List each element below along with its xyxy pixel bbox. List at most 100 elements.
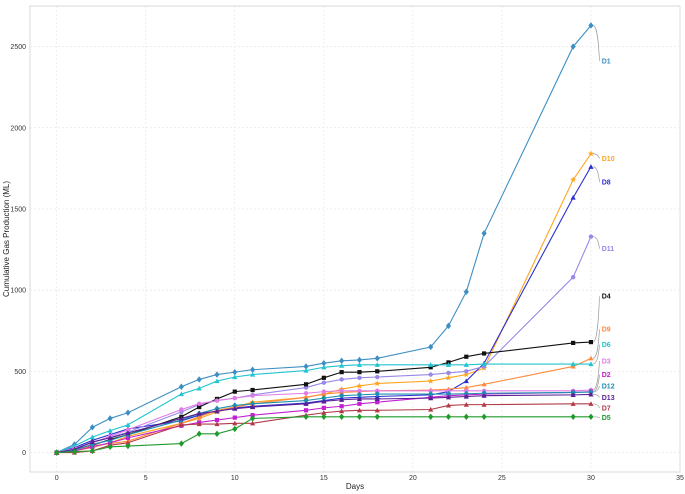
data-point-d6 xyxy=(107,427,113,433)
data-point-d13 xyxy=(481,393,487,398)
data-point-d4 xyxy=(428,365,433,370)
data-point-d7 xyxy=(125,440,131,445)
label-leader-d2 xyxy=(592,374,601,392)
data-point-d9 xyxy=(303,394,309,400)
data-point-d2 xyxy=(375,400,380,405)
data-point-d7 xyxy=(250,420,256,426)
data-point-d10 xyxy=(356,382,363,389)
data-point-d11 xyxy=(446,370,451,376)
data-point-d2 xyxy=(357,401,362,406)
data-point-d12 xyxy=(321,394,327,402)
data-point-d5 xyxy=(54,449,60,456)
data-point-d5 xyxy=(481,413,487,420)
data-point-d1 xyxy=(321,360,327,367)
data-point-d6 xyxy=(178,391,184,397)
data-point-d5 xyxy=(178,440,184,447)
series-label-d11: D11 xyxy=(602,246,615,253)
data-point-d2 xyxy=(303,408,309,413)
data-point-d7 xyxy=(481,402,487,407)
data-point-d2 xyxy=(250,413,255,418)
y-axis-label: Cumulative Gas Production (ML) xyxy=(2,181,11,297)
data-point-d11 xyxy=(570,274,576,280)
data-point-d13 xyxy=(89,439,95,445)
data-point-d6 xyxy=(214,378,220,384)
data-point-d3 xyxy=(339,388,344,394)
data-point-d7 xyxy=(570,401,576,406)
series-d5 xyxy=(54,413,594,456)
data-point-d3 xyxy=(357,388,362,394)
data-point-d11 xyxy=(375,374,380,380)
series-d13 xyxy=(54,391,594,455)
data-point-d7 xyxy=(196,421,202,427)
data-point-d1 xyxy=(428,343,434,351)
plot-area xyxy=(29,5,681,473)
data-point-d1 xyxy=(570,43,576,50)
data-point-d3 xyxy=(214,398,220,403)
data-point-d5 xyxy=(71,448,78,455)
data-point-d12 xyxy=(428,390,434,398)
data-point-d10 xyxy=(427,377,434,384)
data-point-d13 xyxy=(232,406,238,411)
data-point-d4 xyxy=(571,340,576,346)
data-point-d7 xyxy=(445,402,452,408)
data-point-d8 xyxy=(570,194,576,200)
data-point-d10 xyxy=(587,150,594,157)
data-point-d4 xyxy=(588,340,594,345)
data-point-d13 xyxy=(303,401,309,406)
data-point-d8 xyxy=(588,164,594,169)
data-point-d1 xyxy=(107,415,113,422)
label-leader-d10 xyxy=(592,153,601,159)
series-label-d12: D12 xyxy=(602,383,615,390)
data-point-d1 xyxy=(481,230,487,237)
data-point-d2 xyxy=(214,417,220,423)
label-leader-d8 xyxy=(592,166,601,183)
series-label-d10: D10 xyxy=(602,156,615,163)
data-point-d6 xyxy=(89,434,95,440)
x-tick-label: 20 xyxy=(409,475,417,482)
y-tick-label: 2000 xyxy=(10,125,26,132)
data-point-d1 xyxy=(303,363,309,370)
data-point-d11 xyxy=(339,377,344,382)
data-point-d4 xyxy=(250,387,255,393)
data-point-d11 xyxy=(303,385,309,390)
y-tick-label: 2500 xyxy=(10,44,26,51)
data-point-d13 xyxy=(588,391,594,397)
data-point-d9 xyxy=(588,355,594,361)
x-tick-label: 25 xyxy=(498,475,506,482)
x-axis-label: Days xyxy=(346,482,364,491)
data-point-d9 xyxy=(570,363,576,369)
data-point-d6 xyxy=(356,362,363,367)
label-leader-d4 xyxy=(592,295,601,343)
series-label-d6: D6 xyxy=(602,342,611,349)
data-point-d3 xyxy=(179,407,184,412)
data-point-d11 xyxy=(428,372,433,377)
data-point-d7 xyxy=(178,422,184,427)
data-point-d7 xyxy=(463,402,469,407)
data-point-d1 xyxy=(232,368,238,376)
data-point-d12 xyxy=(303,397,309,404)
data-point-d2 xyxy=(125,435,131,441)
data-point-d2 xyxy=(321,405,326,410)
data-point-d13 xyxy=(196,410,202,416)
data-point-d5 xyxy=(321,413,327,420)
x-tick-label: 5 xyxy=(144,475,148,482)
data-point-d11 xyxy=(321,380,327,385)
label-leader-d11 xyxy=(592,236,601,250)
data-point-d6 xyxy=(570,361,576,367)
data-point-d13 xyxy=(445,394,452,400)
data-point-d12 xyxy=(374,390,380,398)
series-label-d5: D5 xyxy=(602,415,611,422)
data-point-d13 xyxy=(178,415,184,421)
data-point-d13 xyxy=(570,392,576,397)
data-point-d4 xyxy=(321,375,326,380)
data-point-d4 xyxy=(232,389,237,394)
data-point-d12 xyxy=(463,390,469,397)
series-label-d9: D9 xyxy=(602,327,611,334)
data-point-d10 xyxy=(374,380,381,387)
data-point-d4 xyxy=(357,370,362,375)
data-point-d13 xyxy=(428,395,434,401)
data-point-d12 xyxy=(339,392,345,399)
label-leader-d13 xyxy=(592,394,600,398)
data-point-d5 xyxy=(250,415,256,422)
data-point-d10 xyxy=(570,176,577,183)
